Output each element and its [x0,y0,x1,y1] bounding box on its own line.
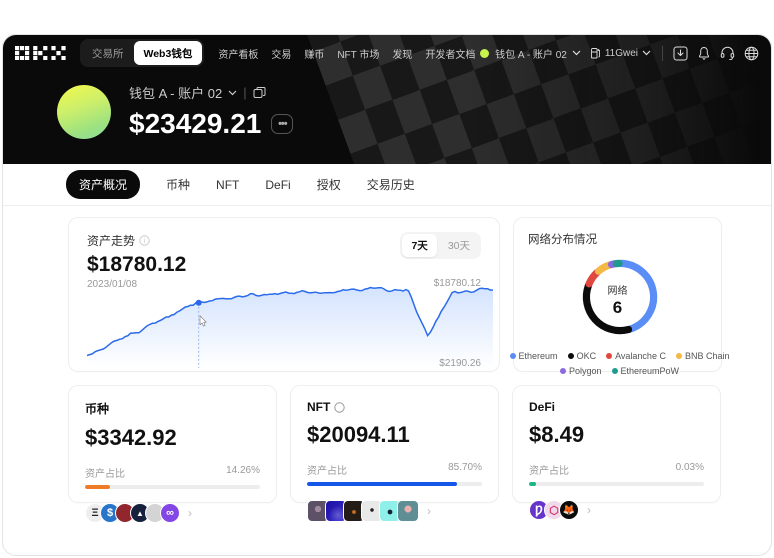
svg-text:i: i [144,238,146,245]
